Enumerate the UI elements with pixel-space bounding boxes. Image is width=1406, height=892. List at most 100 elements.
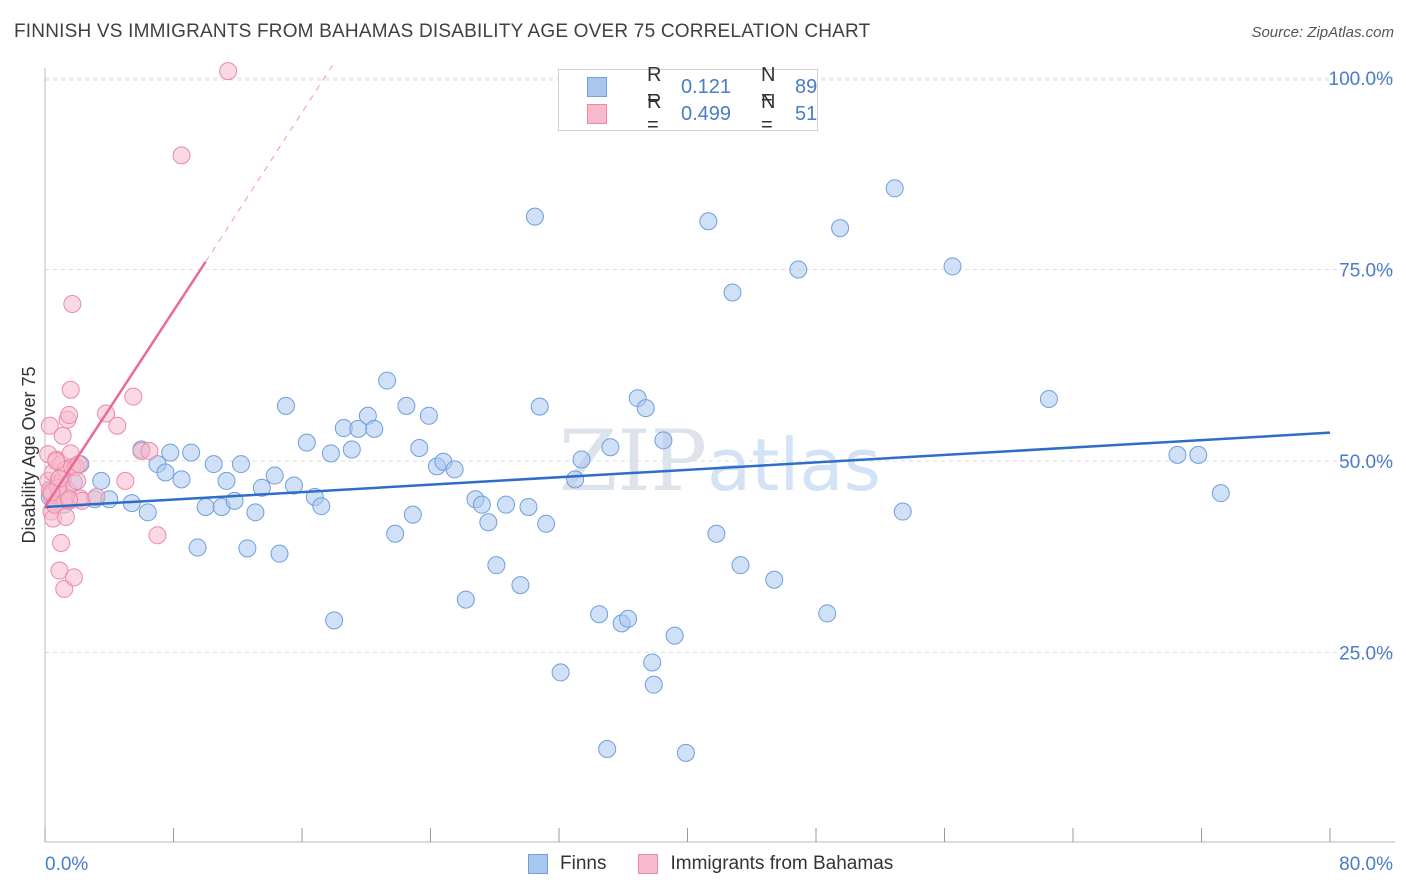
bahamas-point: [55, 579, 74, 598]
finns-point: [410, 438, 429, 457]
x-tick-label: 80.0%: [1339, 854, 1393, 875]
finns-point: [419, 406, 438, 425]
finns-point: [472, 495, 491, 514]
finns-point: [525, 207, 544, 226]
finns-point: [636, 399, 655, 418]
finns-point: [182, 443, 201, 462]
finns-point: [138, 503, 157, 522]
finns-point: [238, 539, 257, 558]
finns-point: [378, 371, 397, 390]
finns-point: [789, 260, 808, 279]
finns-point: [654, 431, 673, 450]
legend-r-label: R =: [647, 91, 662, 136]
watermark-atlas: atlas: [707, 423, 881, 507]
stats-legend: R = 0.121 N = 89 R = 0.499 N = 51: [558, 64, 818, 136]
y-tick-label: 75.0%: [1339, 261, 1393, 282]
finns-point: [699, 212, 718, 231]
finns-point: [445, 460, 464, 479]
bahamas-legend-swatch: [638, 854, 659, 874]
finns-point: [188, 538, 207, 557]
finns-point: [265, 466, 284, 485]
finns-point: [456, 590, 475, 609]
bahamas-point: [61, 380, 80, 399]
y-tick-label: 25.0%: [1339, 644, 1393, 665]
finns-point: [479, 513, 498, 532]
finns-point: [519, 497, 538, 516]
finns-point: [487, 556, 506, 575]
finns-point: [276, 396, 295, 415]
legend-n-value: 51: [795, 102, 818, 125]
finns-point: [831, 219, 850, 238]
bahamas-point: [172, 146, 191, 165]
bahamas-point: [68, 471, 87, 490]
watermark: ZIPatlas: [559, 412, 881, 510]
bahamas-point: [219, 62, 238, 81]
bahamas-points: [39, 62, 238, 598]
finns-legend-label: Finns: [560, 853, 607, 874]
bahamas-point: [64, 568, 83, 587]
finns-point: [217, 471, 236, 490]
finns-point: [619, 609, 638, 628]
legend-r-label: R =: [647, 64, 662, 109]
finns-point: [284, 476, 303, 495]
legend-n-label: N =: [761, 64, 776, 109]
finns-point: [365, 419, 384, 438]
bahamas-swatch: [587, 104, 607, 124]
legend-row-bahamas: R = 0.499 N = 51: [587, 91, 817, 136]
finns-point: [312, 497, 331, 516]
finns-point: [598, 740, 617, 759]
finns-point: [386, 524, 405, 543]
bahamas-point: [47, 452, 66, 470]
finns-point: [325, 611, 344, 630]
bahamas-point: [116, 471, 135, 490]
legend-n-value: 89: [795, 75, 818, 98]
finns-point: [246, 503, 265, 522]
finns-point: [161, 443, 180, 462]
bahamas-point: [63, 294, 82, 313]
bahamas-legend-label: Immigrants from Bahamas: [670, 853, 894, 874]
finns-point: [537, 514, 556, 533]
finns-point: [572, 450, 591, 469]
finns-point: [496, 495, 515, 514]
x-tick-label: 0.0%: [45, 854, 88, 875]
finns-point: [204, 455, 223, 474]
gridlines: [45, 77, 1395, 653]
finns-point: [707, 524, 726, 543]
x-tick-labels: 0.0% 80.0%: [45, 854, 1393, 875]
bahamas-point: [108, 416, 127, 435]
finns-point: [665, 626, 684, 645]
finns-point: [644, 675, 663, 694]
finns-point: [321, 444, 340, 463]
finns-point: [92, 471, 111, 490]
legend-n-label: N =: [761, 91, 776, 136]
finns-point: [893, 502, 912, 521]
bahamas-point: [40, 416, 59, 435]
finns-point: [676, 743, 695, 762]
finns-point: [566, 470, 585, 489]
finns-point: [511, 576, 530, 595]
finns-point: [643, 653, 662, 672]
source-label: Source: ZipAtlas.com: [1251, 24, 1394, 41]
finns-point: [397, 396, 416, 415]
bahamas-point: [60, 406, 79, 425]
finns-point: [342, 440, 361, 459]
finns-point: [1211, 484, 1230, 503]
legend-row-finns: R = 0.121 N = 89: [587, 64, 817, 109]
finns-point: [1039, 389, 1058, 408]
finns-point: [590, 605, 609, 624]
finns-point: [723, 283, 742, 302]
finns-swatch: [587, 77, 607, 97]
bahamas-point: [53, 426, 72, 445]
finns-point: [943, 257, 962, 276]
finns-point: [252, 478, 271, 497]
finns-point: [231, 455, 250, 474]
finns-point: [885, 179, 904, 198]
bahamas-point: [52, 533, 71, 552]
finns-point: [196, 497, 215, 516]
bahamas-point: [87, 488, 106, 507]
finns-point: [270, 544, 289, 563]
bahamas-point: [140, 442, 159, 461]
bahamas-point: [124, 387, 143, 406]
finns-point: [731, 556, 750, 575]
